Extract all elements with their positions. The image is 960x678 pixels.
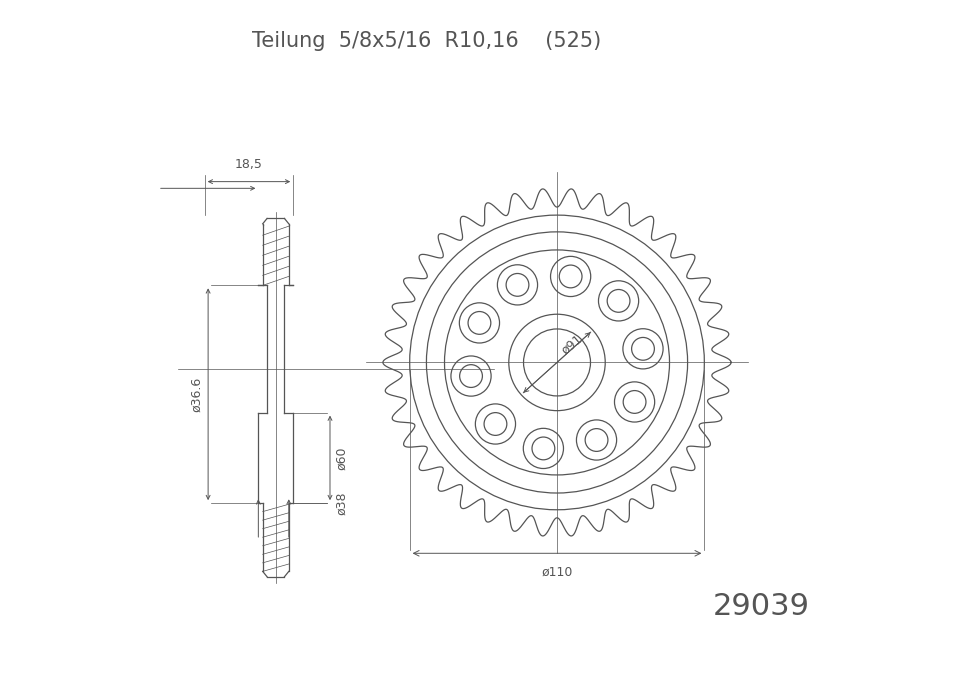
Text: 18,5: 18,5	[235, 158, 263, 171]
Text: ø110: ø110	[541, 565, 573, 578]
Text: ø36.6: ø36.6	[190, 376, 203, 412]
Text: Teilung  5/8x5/16  R10,16    (525): Teilung 5/8x5/16 R10,16 (525)	[252, 31, 601, 51]
Text: ø38: ø38	[335, 492, 348, 515]
Text: 29039: 29039	[712, 593, 810, 621]
Text: ø91: ø91	[559, 332, 585, 357]
Text: ø60: ø60	[335, 446, 348, 470]
